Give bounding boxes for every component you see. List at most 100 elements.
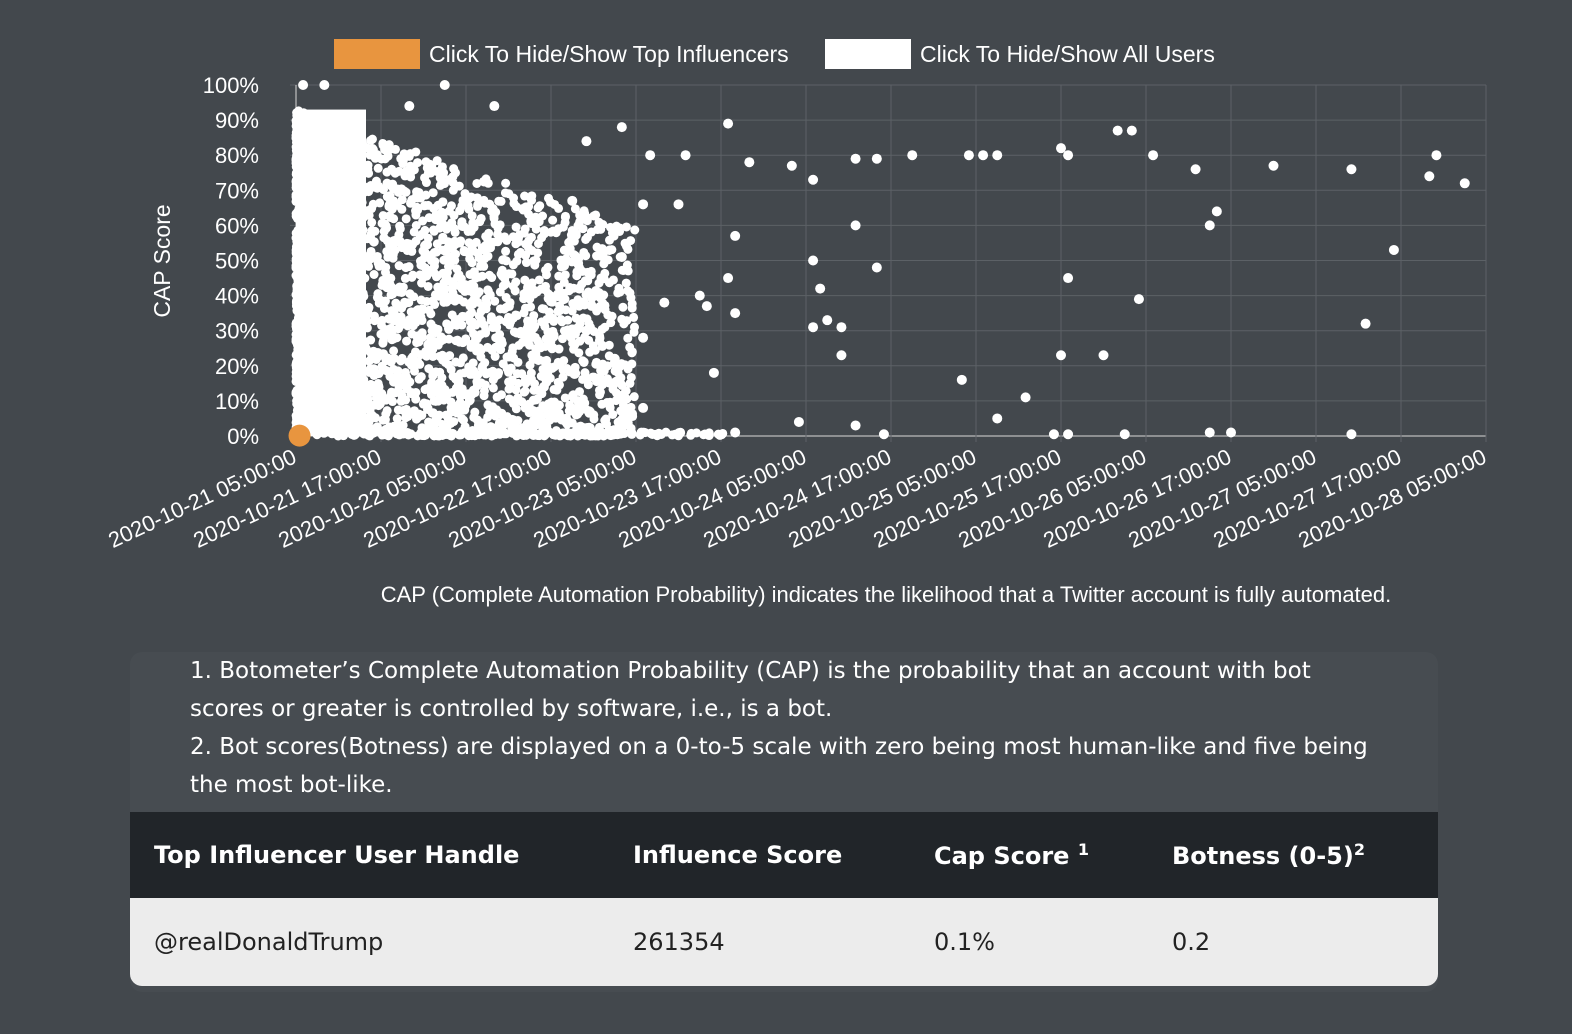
- data-point: [389, 346, 399, 356]
- data-point: [686, 428, 696, 438]
- data-point: [494, 368, 504, 378]
- data-point: [563, 315, 573, 325]
- data-point: [330, 147, 340, 157]
- data-point: [426, 265, 436, 275]
- data-point: [396, 389, 406, 399]
- data-point: [463, 201, 473, 211]
- data-point: [465, 316, 475, 326]
- data-point: [292, 370, 302, 380]
- data-point: [510, 395, 521, 406]
- data-point: [385, 212, 395, 222]
- data-point: [622, 316, 632, 326]
- data-point: [448, 277, 458, 287]
- data-point: [355, 352, 365, 362]
- data-point: [510, 286, 520, 296]
- data-point: [448, 402, 458, 412]
- data-point: [373, 381, 383, 391]
- data-point: [567, 226, 577, 236]
- legend-toggle-all-users[interactable]: Click To Hide/Show All Users: [825, 39, 1215, 69]
- data-point: [467, 241, 477, 251]
- data-point: [597, 399, 607, 409]
- data-point: [540, 341, 550, 351]
- data-point: [1226, 427, 1236, 438]
- data-point: [559, 277, 569, 287]
- data-point: [622, 260, 632, 270]
- legend-toggle-top-influencers[interactable]: Click To Hide/Show Top Influencers: [334, 39, 789, 69]
- data-point: [382, 406, 392, 416]
- data-point: [420, 173, 430, 183]
- y-tick-label: 90%: [215, 108, 259, 133]
- data-point: [605, 400, 615, 410]
- data-point: [319, 428, 329, 438]
- data-point: [411, 317, 421, 327]
- legend-label-all-users[interactable]: Click To Hide/Show All Users: [920, 41, 1215, 67]
- data-point: [409, 292, 419, 302]
- data-point: [468, 295, 478, 305]
- cell-handle[interactable]: @realDonaldTrump: [154, 928, 384, 956]
- data-point: [623, 418, 633, 428]
- legend-swatch-all-users[interactable]: [825, 39, 911, 69]
- data-point: [417, 304, 427, 314]
- data-point: [1424, 171, 1435, 182]
- data-point: [426, 255, 436, 265]
- data-point: [325, 172, 335, 182]
- data-point: [1063, 273, 1074, 284]
- data-point: [490, 351, 500, 361]
- data-point: [836, 322, 847, 333]
- data-point: [404, 357, 414, 367]
- data-point: [379, 185, 389, 195]
- data-point: [474, 253, 484, 263]
- data-point: [336, 362, 346, 372]
- data-point: [330, 301, 340, 311]
- data-point: [333, 405, 343, 415]
- data-point: [590, 291, 600, 301]
- data-point: [357, 225, 367, 235]
- data-point: [508, 260, 518, 270]
- data-point: [479, 391, 489, 401]
- data-point: [451, 357, 461, 367]
- data-point: [411, 347, 421, 357]
- legend-swatch-top-influencers[interactable]: [334, 39, 420, 69]
- data-point: [577, 266, 587, 276]
- data-point: [492, 323, 502, 333]
- data-point: [404, 101, 415, 112]
- data-point: [444, 253, 454, 263]
- data-point: [333, 173, 343, 183]
- data-point: [600, 305, 610, 315]
- data-point: [496, 335, 506, 345]
- data-point: [422, 384, 432, 394]
- data-point: [299, 396, 309, 406]
- info-card: [130, 652, 1438, 992]
- legend-label-top-influencers[interactable]: Click To Hide/Show Top Influencers: [429, 41, 789, 67]
- data-point: [336, 154, 346, 164]
- data-point: [394, 261, 404, 271]
- data-point: [646, 428, 656, 438]
- data-point: [574, 387, 584, 397]
- data-point: [318, 351, 328, 361]
- data-point: [496, 345, 506, 355]
- data-point: [490, 296, 500, 306]
- data-point: [578, 224, 588, 234]
- footnote-1: 1. Botometer’s Complete Automation Proba…: [190, 658, 1311, 722]
- data-point: [412, 187, 422, 197]
- series-top-influencers[interactable]: [288, 424, 311, 447]
- data-point: [396, 356, 406, 366]
- data-point: [500, 232, 510, 242]
- data-point: [574, 348, 584, 358]
- data-point: [536, 284, 546, 294]
- data-point: [435, 367, 445, 377]
- data-point: [573, 398, 583, 408]
- data-point: [488, 402, 498, 412]
- data-point: [313, 316, 323, 326]
- data-point: [593, 225, 603, 235]
- data-point: [294, 326, 304, 336]
- data-point: [336, 182, 346, 192]
- data-point: [519, 308, 529, 318]
- data-point: [472, 415, 482, 425]
- top-influencer-point[interactable]: [288, 424, 311, 447]
- data-point: [454, 386, 464, 396]
- data-point: [553, 289, 563, 299]
- data-point: [393, 377, 403, 387]
- data-point: [321, 178, 331, 188]
- data-point: [296, 249, 306, 259]
